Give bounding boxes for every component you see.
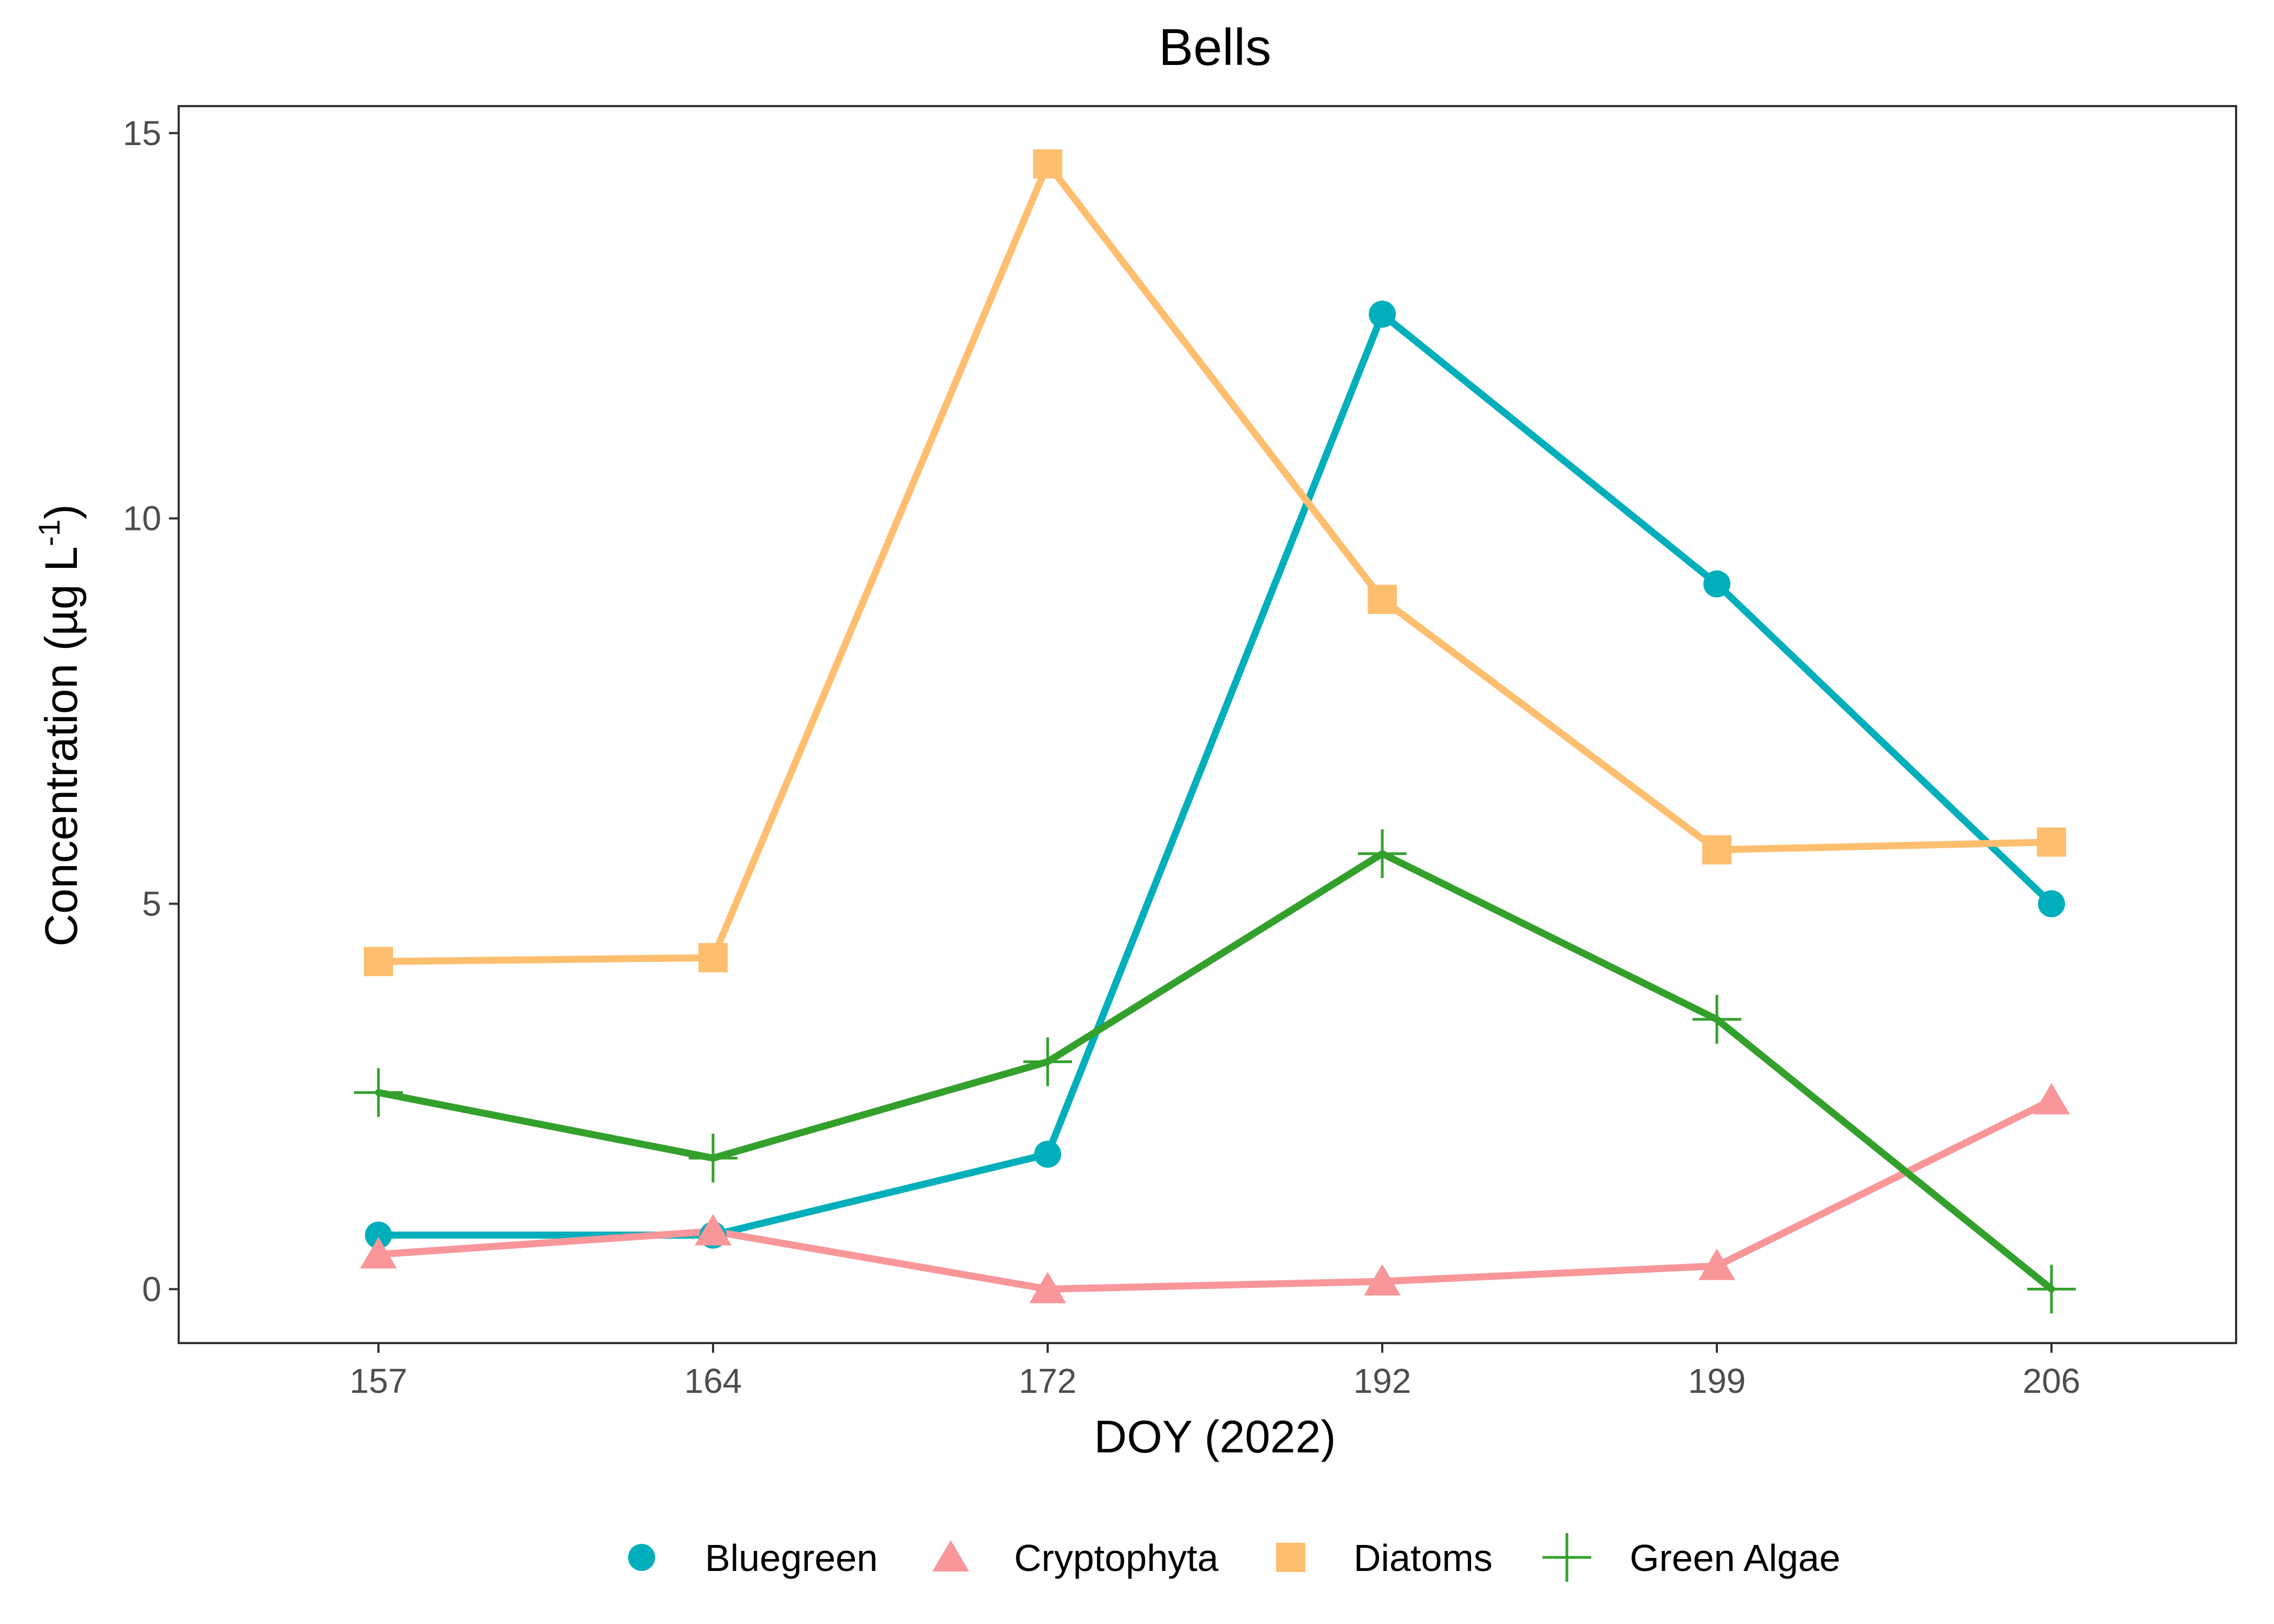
x-tick-label: 172 (1019, 1361, 1077, 1400)
data-point-diatoms (1033, 149, 1062, 179)
data-point-green-algae (689, 1134, 737, 1183)
data-point-cryptophyta (2033, 1083, 2070, 1115)
y-axis-title-main: Concentration (µg L (36, 546, 87, 946)
data-point-bluegreen (1034, 1141, 1061, 1168)
x-axis-title: DOY (2022) (1094, 1411, 1336, 1462)
y-tick-label: 0 (142, 1269, 161, 1308)
series-points (354, 149, 2076, 1314)
series-line-diatoms (375, 160, 2055, 965)
legend-label-bluegreen: Bluegreen (705, 1537, 878, 1579)
y-axis: 0 5 10 15 (123, 114, 179, 1308)
x-tick-label: 192 (1354, 1361, 1412, 1400)
data-point-diatoms (1368, 585, 1397, 614)
data-point-green-algae (354, 1068, 403, 1117)
series-points-green-algae (354, 829, 2076, 1314)
data-point-diatoms (1702, 835, 1731, 865)
legend-symbol-diatoms (1276, 1543, 1305, 1572)
x-axis: 157 164 172 192 199 206 (350, 1343, 2081, 1400)
legend-symbol-green-algae (1543, 1533, 1591, 1582)
y-tick-label: 15 (123, 114, 161, 153)
x-tick-label: 157 (350, 1361, 408, 1400)
series-points-cryptophyta (360, 1083, 2070, 1304)
legend-item-cryptophyta: Cryptophyta (932, 1537, 1218, 1579)
series-line-green-algae (375, 850, 2055, 1293)
legend-symbol-bluegreen (628, 1544, 655, 1571)
legend-label-cryptophyta: Cryptophyta (1014, 1537, 1218, 1579)
x-tick-label: 164 (684, 1361, 742, 1400)
legend-label-green-algae: Green Algae (1630, 1537, 1840, 1579)
legend-item-diatoms: Diatoms (1276, 1537, 1493, 1579)
y-axis-title: Concentration (µg L-1) (32, 504, 87, 946)
series-points-diatoms (364, 149, 2066, 977)
series-line-cryptophyta (375, 1097, 2055, 1293)
legend: Bluegreen Cryptophyta Diatoms Green Algae (628, 1533, 1840, 1582)
data-point-green-algae (2027, 1265, 2076, 1314)
data-point-green-algae (1693, 995, 1741, 1044)
y-axis-title-superscript: -1 (32, 519, 66, 546)
legend-item-bluegreen: Bluegreen (628, 1537, 878, 1579)
series-lines (375, 160, 2055, 1293)
y-tick-label: 10 (123, 499, 161, 538)
data-point-green-algae (1023, 1037, 1072, 1086)
data-point-bluegreen (1369, 300, 1396, 328)
x-tick-label: 199 (1688, 1361, 1746, 1400)
data-point-cryptophyta (695, 1214, 731, 1246)
chart-title: Bells (1159, 18, 1271, 76)
legend-label-diatoms: Diatoms (1354, 1537, 1493, 1579)
y-axis-title-close: ) (36, 504, 87, 519)
legend-item-green-algae: Green Algae (1543, 1533, 1840, 1582)
y-tick-label: 5 (142, 885, 161, 924)
data-point-bluegreen (1703, 570, 1730, 598)
data-point-cryptophyta (1364, 1264, 1401, 1296)
data-point-cryptophyta (1029, 1272, 1066, 1304)
data-point-diatoms (364, 947, 393, 977)
data-point-diatoms (698, 943, 728, 973)
legend-symbol-cryptophyta (932, 1540, 969, 1571)
data-point-green-algae (1358, 829, 1407, 878)
data-point-cryptophyta (1698, 1248, 1735, 1280)
data-point-diatoms (2037, 827, 2066, 857)
x-tick-label: 206 (2023, 1361, 2081, 1400)
plot-panel (178, 105, 2237, 1344)
data-point-bluegreen (2038, 890, 2065, 918)
data-point-bluegreen (365, 1221, 392, 1249)
data-point-cryptophyta (360, 1237, 397, 1269)
